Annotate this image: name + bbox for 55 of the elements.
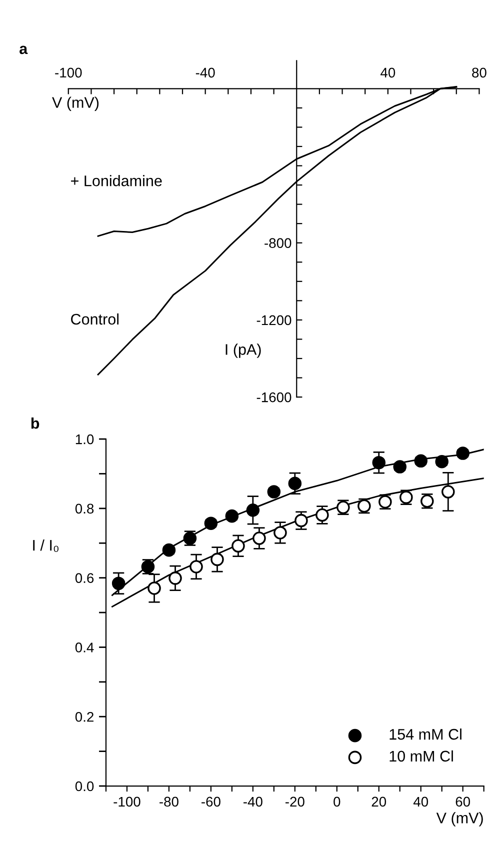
text: + Lonidamine (71, 175, 162, 186)
x-tick-label: 40 (413, 796, 428, 807)
point (210, 552, 224, 566)
y-axis-title: I / I₀ (33, 539, 58, 552)
x-tick-label: 40 (380, 68, 396, 78)
point (190, 560, 203, 574)
y-tick-label: 1.0 (76, 434, 94, 444)
x-tick-label: -40 (244, 796, 262, 807)
x-tick-label: -40 (196, 68, 215, 78)
x-tick-label: -80 (160, 796, 178, 807)
y-axis-title: I (pA) (226, 344, 261, 358)
point (414, 454, 428, 468)
x-tick-label: 0 (334, 796, 340, 807)
point (288, 476, 302, 490)
series-label: Control (71, 313, 119, 325)
point (168, 572, 182, 585)
point (393, 460, 407, 474)
x-tick-label: -100 (114, 796, 140, 807)
point (456, 446, 470, 460)
point (372, 456, 386, 470)
y-tick-label: 0.4 (75, 642, 94, 652)
text: b (31, 418, 40, 429)
x-tick-label: -100 (55, 68, 82, 78)
point (246, 504, 260, 517)
point (112, 576, 126, 590)
legend-label: 154 mM Cl (390, 728, 462, 740)
x-tick-label: -60 (202, 796, 220, 807)
y-tick-label: -800 (264, 238, 292, 248)
y-tick-label: 0.8 (75, 504, 94, 514)
x-tick-label: -20 (285, 796, 304, 807)
point (252, 532, 266, 545)
x-axis-title: V (mV) (52, 96, 99, 111)
legend-label: 10 mM Cl (390, 750, 453, 762)
point (162, 543, 176, 557)
point (274, 526, 287, 540)
point (442, 485, 455, 498)
x-tick-label: 80 (472, 68, 486, 78)
point (316, 508, 329, 522)
point (204, 516, 218, 530)
x-tick-label: 20 (372, 796, 386, 807)
y-tick-label: 0.6 (75, 573, 94, 583)
point (294, 514, 308, 528)
point (148, 582, 161, 595)
point (232, 539, 245, 553)
y-tick-label: -1200 (256, 315, 292, 326)
point (267, 485, 281, 498)
y-tick-label: 0.2 (75, 712, 94, 722)
text: a (20, 46, 28, 54)
x-axis-title: V (mV) (436, 812, 483, 826)
x-tick-label: 60 (456, 796, 470, 807)
y-tick-label: 0.0 (75, 781, 94, 792)
point (435, 454, 448, 468)
point (225, 509, 239, 523)
y-tick-label: -1600 (256, 392, 292, 402)
line-series (112, 477, 484, 608)
